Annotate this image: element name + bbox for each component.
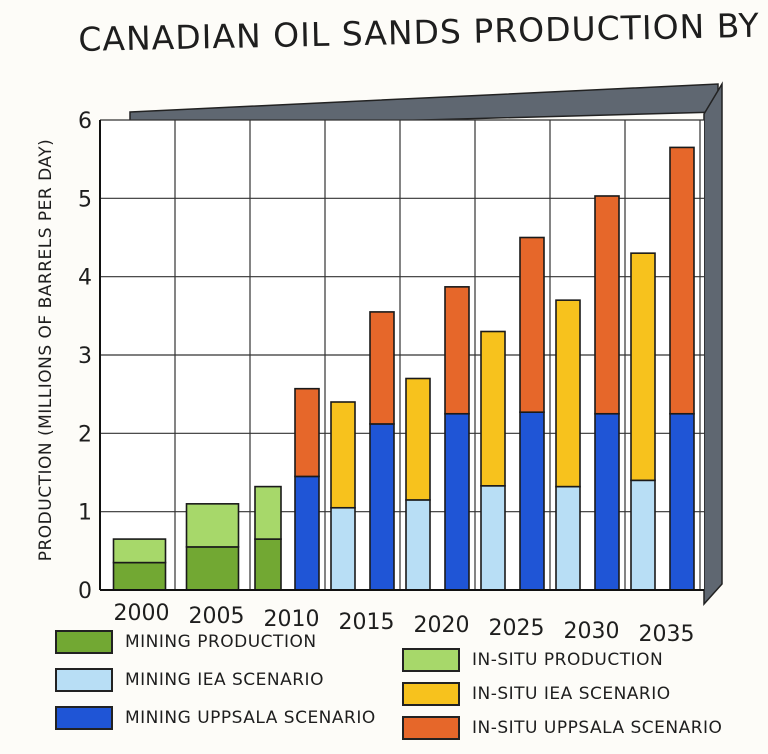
bar-2035-in-situ-uppsala-scenario: [669, 146, 695, 415]
y-tick-label: 0: [78, 579, 92, 604]
bar-2035-mining-uppsala-scenario: [669, 412, 695, 591]
y-tick-label: 6: [78, 109, 92, 134]
legend-label: MINING UPPSALA SCENARIO: [125, 708, 376, 728]
legend-item-mining-iea: MINING IEA SCENARIO: [55, 668, 324, 692]
bar-2015-mining-uppsala-scenario: [369, 423, 395, 591]
x-tick-label: 2010: [264, 607, 320, 632]
legend-label: MINING PRODUCTION: [125, 632, 317, 652]
bar-2030-in-situ-iea-scenario: [555, 299, 581, 488]
x-tick-label: 2025: [489, 616, 545, 641]
bar-2025-mining-iea-scenario: [480, 485, 506, 591]
legend-item-mining-uppsala: MINING UPPSALA SCENARIO: [55, 706, 376, 730]
x-tick-label: 2035: [639, 622, 695, 647]
y-tick-label: 1: [78, 501, 92, 526]
legend-swatch-mining-iea: [55, 668, 113, 692]
x-tick-label: 2000: [114, 601, 170, 626]
legend-item-insitu-production: IN-SITU PRODUCTION: [402, 648, 663, 672]
bar-2015-mining-iea-scenario: [330, 506, 356, 591]
bar-2005-in-situ-production: [185, 503, 240, 548]
legend-swatch-insitu-iea: [402, 682, 460, 706]
bar-2020-mining-uppsala-scenario: [444, 412, 470, 591]
legend-label: IN-SITU IEA SCENARIO: [472, 684, 671, 704]
bar-2015-in-situ-iea-scenario: [330, 401, 356, 509]
bar-2015-in-situ-uppsala-scenario: [369, 311, 395, 425]
bar-2005-mining-production: [185, 546, 240, 591]
frame-right-edge: [703, 81, 723, 606]
bar-2020-in-situ-uppsala-scenario: [444, 286, 470, 415]
bar-2010-in-situ-uppsala-scenario: [294, 387, 320, 478]
legend-item-insitu-iea: IN-SITU IEA SCENARIO: [402, 682, 671, 706]
x-tick-label: 2030: [564, 619, 620, 644]
y-tick-label: 3: [78, 344, 92, 369]
bar-2035-mining-iea-scenario: [630, 479, 656, 591]
bar-2030-mining-iea-scenario: [555, 485, 581, 591]
bar-2020-in-situ-iea-scenario: [405, 377, 431, 501]
x-tick-label: 2020: [414, 613, 470, 638]
bar-2020-mining-iea-scenario: [405, 499, 431, 591]
legend-swatch-mining-uppsala: [55, 706, 113, 730]
bar-2000-mining-production: [112, 561, 167, 591]
axes: 0 1 2 3 4 5 6 2000 2005 2010 2015 2020 2025 2030 2035: [78, 109, 704, 647]
legend-swatch-insitu-uppsala: [402, 716, 460, 740]
bar-2035-in-situ-iea-scenario: [630, 252, 656, 482]
legend-item-mining-production: MINING PRODUCTION: [55, 630, 317, 654]
y-tick-label: 2: [78, 422, 92, 447]
bar-2010-in-situ-production: [254, 485, 282, 540]
legend-label: IN-SITU PRODUCTION: [472, 650, 664, 670]
legend-label: IN-SITU UPPSALA SCENARIO: [472, 718, 723, 738]
bar-2030-in-situ-uppsala-scenario: [594, 195, 620, 415]
bars: [112, 146, 695, 591]
bar-2030-mining-uppsala-scenario: [594, 412, 620, 591]
bar-2025-in-situ-iea-scenario: [480, 330, 506, 487]
bar-2010-mining-uppsala-scenario: [294, 475, 320, 591]
legend-swatch-insitu-production: [402, 648, 460, 672]
y-tick-label: 5: [78, 187, 92, 212]
x-tick-label: 2015: [339, 610, 395, 635]
legend-item-insitu-uppsala: IN-SITU UPPSALA SCENARIO: [402, 716, 722, 740]
bar-2010-mining-production: [254, 538, 282, 591]
bar-2000-in-situ-production: [112, 538, 167, 564]
bar-2025-in-situ-uppsala-scenario: [519, 236, 545, 413]
x-tick-label: 2005: [189, 604, 245, 629]
y-tick-label: 4: [78, 266, 92, 291]
bar-2025-mining-uppsala-scenario: [519, 411, 545, 591]
legend-swatch-mining-production: [55, 630, 113, 654]
legend-label: MINING IEA SCENARIO: [125, 670, 324, 690]
